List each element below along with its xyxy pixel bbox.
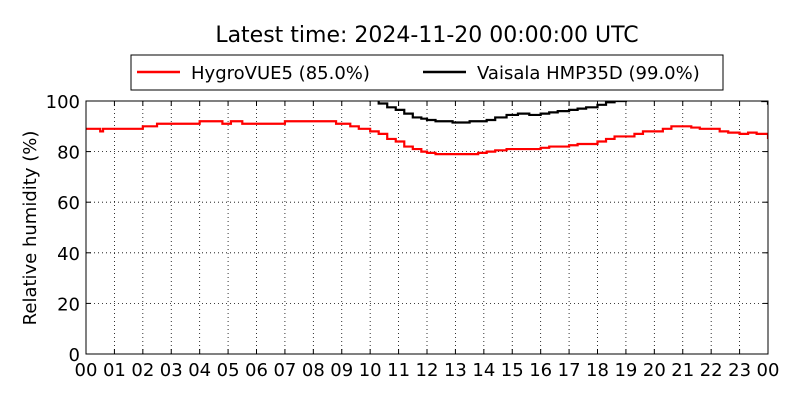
x-tick-label: 00	[75, 360, 98, 381]
x-tick-label: 03	[160, 360, 183, 381]
x-tick-label: 06	[245, 360, 268, 381]
x-tick-label: 23	[728, 360, 751, 381]
series-layer	[86, 101, 768, 156]
grid	[86, 101, 768, 354]
x-tick-label: 18	[586, 360, 609, 381]
y-tick-label: 60	[57, 193, 80, 214]
legend: HygroVUE5 (85.0%) Vaisala HMP35D (99.0%)	[130, 54, 724, 91]
x-tick-label: 14	[472, 360, 495, 381]
x-tick-label: 22	[700, 360, 723, 381]
legend-label-hygrovue5: HygroVUE5 (85.0%)	[191, 63, 370, 84]
x-tick-label: 02	[131, 360, 154, 381]
chart-title: Latest time: 2024-11-20 00:00:00 UTC	[215, 23, 638, 48]
x-tick-label: 15	[501, 360, 524, 381]
series-line-hygrovue5	[86, 120, 768, 156]
y-tick-label: 40	[57, 244, 80, 265]
x-tick-label: 12	[416, 360, 439, 381]
series-line-vaisala-hmp35d	[377, 101, 768, 124]
x-tick-label: 08	[302, 360, 325, 381]
ticks: 00 01 02 03 04 05 06 07 08 09 10 11 12 13 14 15 16 17 18 19…	[46, 92, 780, 381]
y-tick-label: 0	[69, 345, 80, 366]
x-tick-label: 16	[529, 360, 552, 381]
y-tick-label: 20	[57, 294, 80, 315]
y-tick-label: 80	[57, 143, 80, 164]
y-tick-label: 100	[46, 92, 80, 113]
y-axis-label: Relative humidity (%)	[20, 131, 41, 326]
x-tick-label: 11	[387, 360, 410, 381]
x-tick-label: 05	[217, 360, 240, 381]
x-tick-label: 19	[614, 360, 637, 381]
plot-frame	[85, 100, 769, 355]
x-tick-label: 13	[444, 360, 467, 381]
x-tick-label: 17	[558, 360, 581, 381]
x-tick-label: 09	[330, 360, 353, 381]
x-tick-label: 20	[643, 360, 666, 381]
x-tick-label: 04	[188, 360, 211, 381]
x-tick-label: 10	[359, 360, 382, 381]
legend-label-vaisala: Vaisala HMP35D (99.0%)	[477, 63, 700, 84]
x-tick-label: 01	[103, 360, 126, 381]
x-tick-label: 21	[671, 360, 694, 381]
x-tick-label: 07	[273, 360, 296, 381]
x-tick-label: 00	[757, 360, 780, 381]
